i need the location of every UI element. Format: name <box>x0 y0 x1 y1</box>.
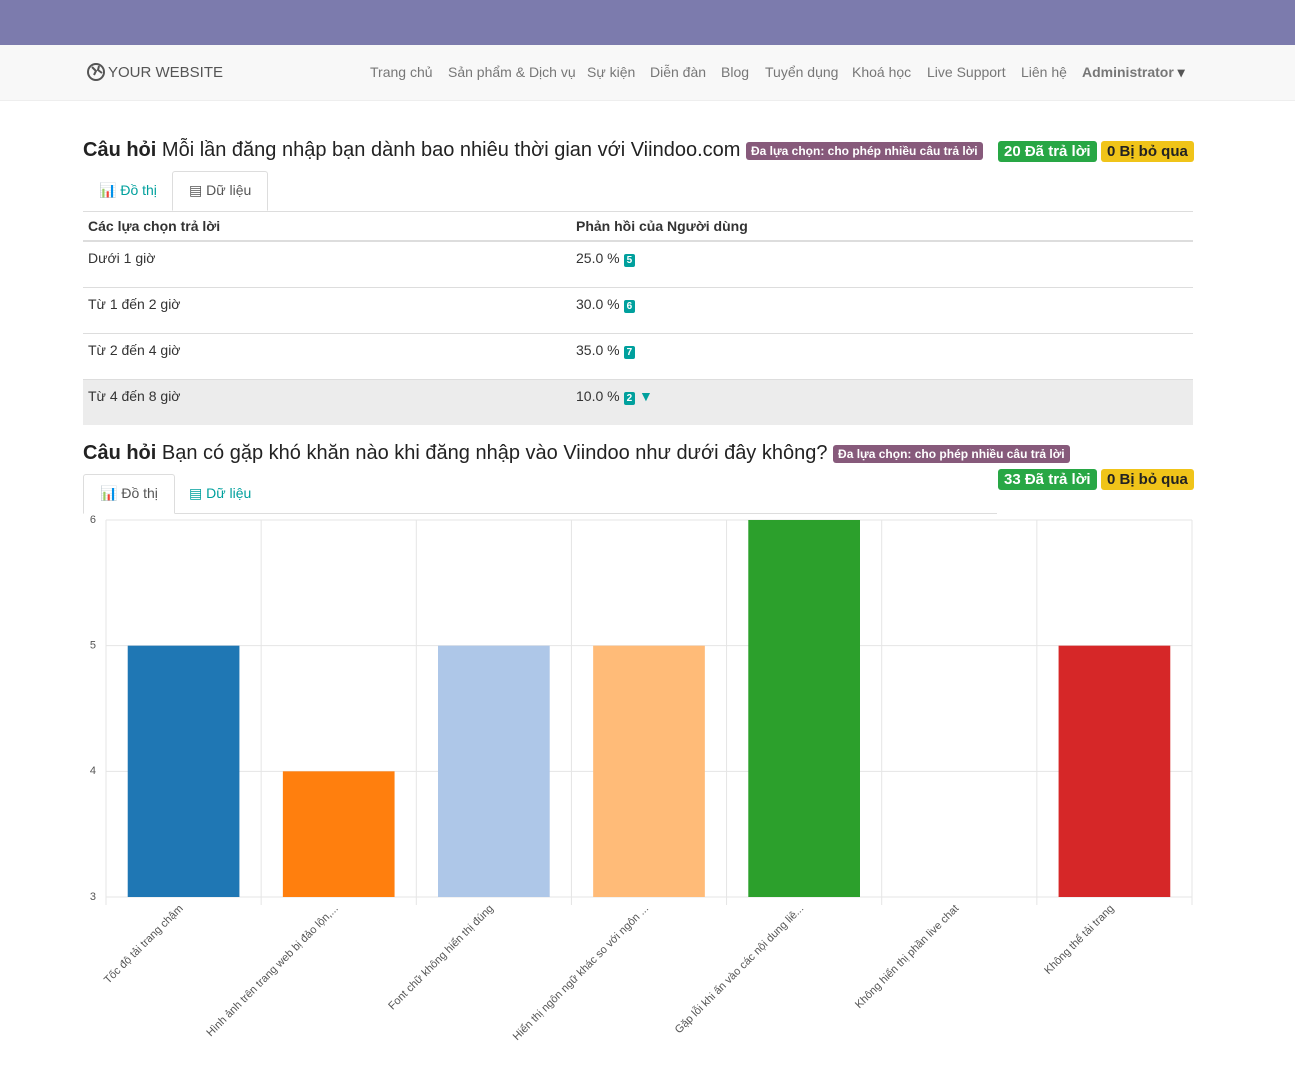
row: Từ 2 đến 4 giờ 35.0 % 7 <box>83 333 1193 380</box>
x-tick-label: Gặp lỗi khi ấn vào các nội dung liê... <box>672 902 806 1036</box>
navbar: YOUR WEBSITE Trang chủ Sản phẩm & Dịch v… <box>0 45 1295 101</box>
tab-active[interactable]: ▤ Dữ liệu <box>172 171 269 211</box>
x-tick-label: Tốc độ tải trang chậm <box>102 903 186 987</box>
question-text: Bạn có gặp khó khăn nào khi đăng nhập và… <box>161 442 828 464</box>
header-cell: Các lựa chọn trả lời <box>83 212 571 242</box>
question-text: Mỗi lần đăng nhập bạn dành bao nhiêu thờ… <box>161 139 741 161</box>
cell: 35.0 % 7 <box>571 333 1193 380</box>
filter-icon[interactable]: ▼ <box>639 388 653 404</box>
brand[interactable]: YOUR WEBSITE <box>108 64 224 81</box>
percent: 25.0 % <box>576 250 620 266</box>
cell: Từ 1 đến 2 giờ <box>83 287 571 334</box>
bar <box>748 520 860 897</box>
nav-item[interactable]: Trang chủ <box>370 64 433 80</box>
cell: 30.0 % 6 <box>571 287 1193 334</box>
count: 2 <box>623 392 636 405</box>
top-bar <box>0 0 1295 45</box>
bar <box>438 645 550 897</box>
tab[interactable]: ▤ Dữ liệu <box>189 485 252 501</box>
question-label: Câu hỏi <box>83 139 157 161</box>
bar <box>282 771 395 897</box>
x-tick-label: Không thể tải trang <box>1042 903 1116 977</box>
y-tick-label: 5 <box>90 640 96 652</box>
nav-item[interactable]: Live Support <box>927 64 1006 80</box>
type-badge: Đa lựa chọn: cho phép nhiều câu trả lời <box>833 444 1070 463</box>
nav-item[interactable]: Liên hệ <box>1021 64 1067 80</box>
nav-item[interactable]: Blog <box>721 64 750 80</box>
count: 5 <box>623 254 636 267</box>
percent: 30.0 % <box>576 296 620 312</box>
user-name: Administrator <box>1082 64 1174 80</box>
tab-line <box>83 513 997 514</box>
tab-label: Dữ liệu <box>206 485 252 501</box>
x-tick-label: Không hiển thị phần live chat <box>853 903 961 1011</box>
y-tick-label: 4 <box>90 765 96 777</box>
cell: Từ 2 đến 4 giờ <box>83 333 571 380</box>
x-tick-label: Font chữ không hiển thị đúng <box>386 903 496 1013</box>
tab[interactable]: 📊 Đồ thị <box>99 182 157 198</box>
cell: Từ 4 đến 8 giờ <box>83 379 571 425</box>
globe-icon <box>87 63 105 81</box>
x-tick-label: Hiển thị ngôn ngữ khác so với ngôn ... <box>511 903 651 1043</box>
tab-label: Đồ thị <box>121 485 158 501</box>
cell: 10.0 % 2 ▼ <box>571 379 1193 425</box>
tab-label: Đồ thị <box>120 182 157 198</box>
header-cell: Phản hồi của Người dùng <box>571 212 1193 242</box>
nav-item[interactable]: Tuyển dụng <box>765 64 839 80</box>
question-label: Câu hỏi <box>83 442 157 464</box>
nav-item[interactable]: Khoá học <box>852 64 912 80</box>
tab-line <box>83 211 1193 212</box>
bar <box>1058 645 1171 897</box>
percent: 35.0 % <box>576 342 620 358</box>
cell: 25.0 % 5 <box>571 240 1193 288</box>
percent: 10.0 % <box>576 388 620 404</box>
cell: Dưới 1 giờ <box>83 240 571 288</box>
row-hover: Từ 4 đến 8 giờ 10.0 % 2 ▼ <box>83 379 1193 425</box>
header-row: Các lựa chọn trả lời Phản hồi của Người d… <box>83 212 1193 242</box>
nav-item[interactable]: Sản phẩm & Dịch vụ <box>448 64 576 80</box>
bar <box>127 645 240 897</box>
count: 6 <box>623 300 636 313</box>
answered-badge: 33 Đã trả lời <box>998 469 1097 490</box>
skipped-badge: 0 Bị bỏ qua <box>1101 469 1194 490</box>
question-title: Câu hỏi Mỗi lần đăng nhập bạn dành bao n… <box>83 139 983 162</box>
nav-item[interactable]: Diễn đàn <box>650 64 707 80</box>
y-tick-label: 6 <box>90 514 96 526</box>
skipped-badge: 0 Bị bỏ qua <box>1101 141 1194 162</box>
tab-active[interactable]: 📊 Đồ thị <box>83 474 175 514</box>
nav-item[interactable]: Sự kiện <box>587 64 636 80</box>
row: Từ 1 đến 2 giờ 30.0 % 6 <box>83 287 1193 334</box>
chart: 3 4 5 6 Tốc độ tải trang chậm Hình ảnh trên t… <box>90 514 1193 1043</box>
tab-label: Dữ liệu <box>206 182 252 198</box>
answered-badge: 20 Đã trả lời <box>998 141 1097 162</box>
answer-table: Các lựa chọn trả lời Phản hồi của Người d… <box>83 212 1193 425</box>
count: 7 <box>623 346 636 359</box>
type-badge: Đa lựa chọn: cho phép nhiều câu trả lời <box>745 141 983 160</box>
row: Dưới 1 giờ 25.0 % 5 <box>83 240 1193 288</box>
y-tick-label: 3 <box>90 891 96 903</box>
question-title: Câu hỏi Bạn có gặp khó khăn nào khi đăng… <box>83 442 1070 465</box>
bar <box>593 645 705 897</box>
x-tick-label: Hình ảnh trên trang web bị đảo lộn,... <box>204 903 340 1039</box>
user-menu[interactable]: Administrator ▾ <box>1082 64 1185 80</box>
